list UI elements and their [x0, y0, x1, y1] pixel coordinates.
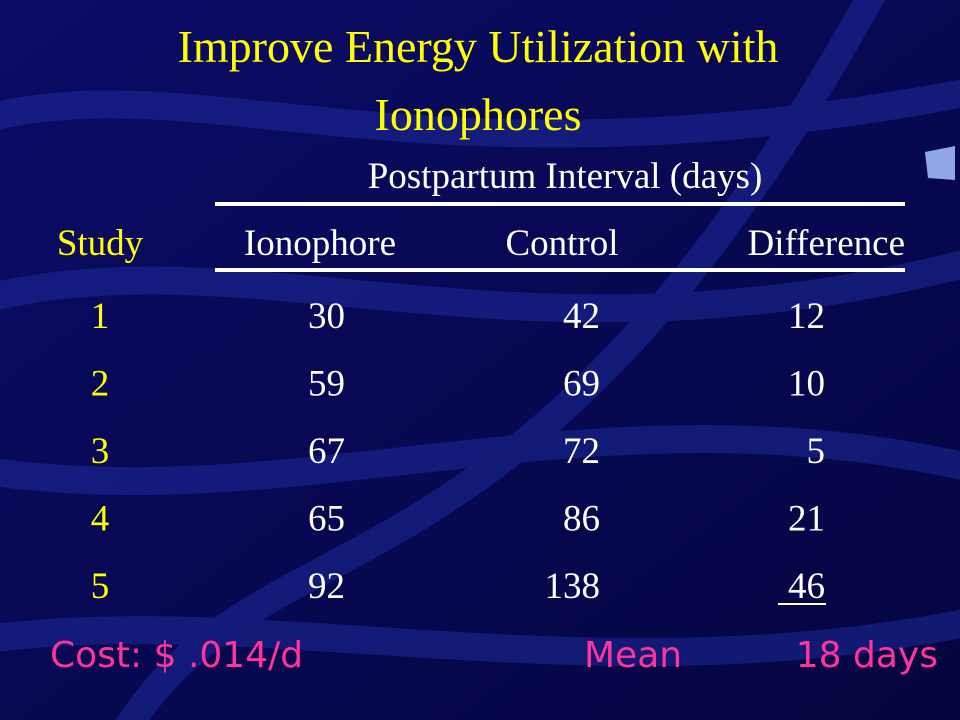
column-header: Difference: [748, 223, 906, 264]
table-cell: 59: [308, 364, 345, 405]
decor-tab: [925, 146, 955, 180]
table-cell: 69: [563, 364, 600, 405]
table-cell: 12: [788, 296, 825, 337]
table-cell: 67: [308, 431, 345, 472]
table-cell: 92: [308, 566, 345, 607]
table-cell: 42: [563, 296, 600, 337]
study-number: 2: [91, 364, 110, 405]
column-header: Ionophore: [244, 223, 396, 264]
title: Improve Energy Utilization with Ionophore…: [178, 21, 779, 140]
column-header: Study: [57, 223, 144, 264]
table-cell: 5: [807, 431, 826, 472]
table-cell: 46: [788, 566, 825, 607]
table-cell: 86: [563, 499, 600, 540]
cost-note: Cost: $ .014/d: [50, 635, 303, 676]
table-cell: 138: [545, 566, 601, 607]
column-header: Control: [505, 223, 618, 264]
table-cell: 30: [308, 296, 345, 337]
table-cell: 21: [788, 499, 825, 540]
study-number: 5: [91, 566, 110, 607]
table-cell: 65: [308, 499, 345, 540]
mean-value: 18 days: [796, 635, 938, 676]
table-cell: 10: [788, 364, 825, 405]
study-number: 4: [91, 499, 110, 540]
table-cell: 72: [563, 431, 600, 472]
study-number: 3: [91, 431, 110, 472]
study-number: 1: [91, 296, 110, 337]
mean-label: Mean: [584, 635, 682, 676]
table-body: 1 30 42 12 2 59 69 10 3 67 72 5 4 65 86 21 5 92 138 46: [91, 296, 825, 607]
group-header: Postpartum Interval (days): [368, 156, 763, 197]
